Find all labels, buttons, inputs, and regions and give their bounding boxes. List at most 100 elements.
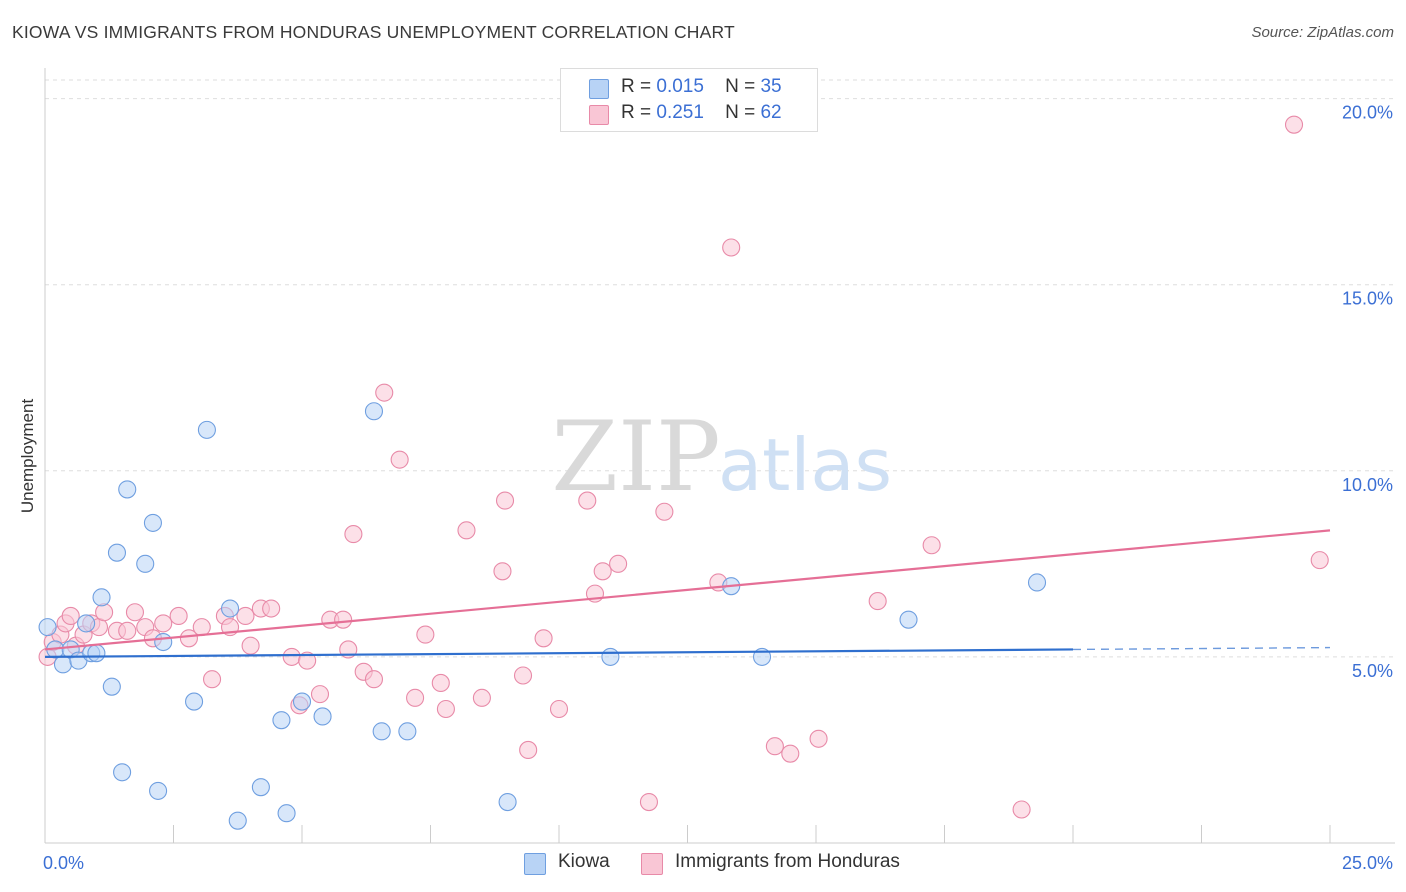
kiowa-n-value: 35 — [760, 76, 782, 97]
honduras-point — [609, 554, 628, 573]
honduras-point — [534, 629, 553, 648]
watermark-zip: ZIP — [551, 401, 720, 513]
kiowa-point — [251, 778, 270, 797]
honduras-point — [1012, 800, 1031, 819]
honduras-legend-swatch — [641, 853, 663, 875]
axis-layer — [44, 68, 1395, 844]
source-label: Source: ZipAtlas.com — [1251, 24, 1394, 41]
kiowa-point — [498, 793, 517, 812]
honduras-point — [118, 621, 137, 640]
honduras-trend-line — [44, 529, 1331, 651]
honduras-point — [154, 614, 173, 633]
honduras-point — [390, 450, 409, 469]
watermark-atlas: atlas — [718, 423, 892, 507]
kiowa-point — [185, 692, 204, 711]
kiowa-swatch — [589, 79, 609, 99]
kiowa-point — [102, 677, 121, 696]
kiowa-point — [149, 781, 168, 800]
kiowa-point — [113, 763, 132, 782]
honduras-point — [519, 740, 538, 760]
honduras-point — [236, 606, 255, 626]
watermark: ZIP atlas — [551, 401, 892, 513]
kiowa-point — [92, 588, 111, 607]
correlation-legend: R = 0.015 N = 35 R = 0.251 N = 62 — [560, 68, 818, 132]
kiowa-r-value: 0.015 — [656, 76, 704, 97]
kiowa-point — [313, 707, 332, 726]
chart-title: KIOWA VS IMMIGRANTS FROM HONDURAS UNEMPL… — [12, 22, 735, 42]
y-tick-label: 5.0% — [1352, 661, 1393, 681]
kiowa-point — [228, 811, 247, 830]
honduras-point — [495, 491, 515, 510]
kiowa-point — [398, 722, 417, 741]
honduras-point — [262, 599, 281, 618]
kiowa-point — [292, 692, 312, 711]
honduras-point — [765, 737, 784, 756]
kiowa-point — [143, 513, 162, 532]
grid-layer — [45, 79, 1395, 658]
honduras-point — [493, 562, 512, 581]
kiowa-point — [38, 618, 57, 637]
honduras-point — [364, 670, 384, 689]
kiowa-point — [87, 644, 106, 663]
y-tick-label: 15.0% — [1342, 289, 1393, 309]
honduras-point — [416, 625, 435, 644]
x-tick-label: 25.0% — [1342, 853, 1393, 873]
honduras-point — [310, 685, 330, 704]
honduras-point — [179, 629, 198, 648]
kiowa-point — [77, 614, 96, 633]
honduras-r-label: R = — [621, 102, 652, 123]
honduras-point — [125, 603, 144, 622]
honduras-point — [169, 606, 188, 626]
honduras-point — [781, 744, 800, 763]
honduras-point — [431, 673, 450, 693]
kiowa-trend-extension — [1072, 646, 1331, 651]
honduras-point — [457, 521, 476, 540]
kiowa-trend-line — [44, 648, 1074, 659]
honduras-point — [406, 688, 425, 707]
honduras-point — [1284, 115, 1304, 134]
x-tick-label: 0.0% — [43, 853, 84, 873]
kiowa-point — [899, 610, 918, 629]
kiowa-point — [136, 554, 155, 573]
honduras-point — [241, 636, 260, 655]
kiowa-legend-swatch — [524, 853, 546, 875]
y-tick-label: 10.0% — [1342, 475, 1393, 495]
honduras-point — [192, 618, 211, 637]
kiowa-point — [372, 722, 391, 741]
kiowa-point — [220, 599, 240, 618]
honduras-point — [578, 491, 597, 510]
honduras-point — [549, 699, 569, 719]
kiowa-r-label: R = — [621, 76, 652, 97]
honduras-point — [639, 793, 659, 812]
honduras-point — [1310, 551, 1329, 570]
kiowa-n-label: N = — [725, 76, 756, 97]
series-kiowa-points — [38, 402, 1047, 830]
trend-lines — [44, 529, 1331, 659]
honduras-point — [722, 238, 741, 257]
honduras-point — [298, 651, 317, 670]
honduras-point — [922, 536, 941, 555]
honduras-point — [61, 606, 80, 626]
honduras-point — [203, 670, 222, 689]
honduras-point — [334, 610, 353, 629]
y-axis-label: Unemployment — [18, 398, 37, 514]
honduras-point — [95, 603, 114, 622]
kiowa-point — [107, 543, 127, 562]
kiowa-point — [118, 480, 137, 499]
kiowa-point — [1027, 573, 1047, 592]
honduras-point — [655, 502, 674, 521]
kiowa-point — [197, 420, 216, 439]
kiowa-point — [53, 655, 73, 674]
kiowa-point — [601, 647, 620, 666]
y-tick-label: 20.0% — [1342, 103, 1393, 123]
kiowa-legend-label: Kiowa — [558, 851, 610, 872]
honduras-n-label: N = — [725, 102, 756, 123]
honduras-point — [436, 699, 455, 719]
honduras-point — [809, 729, 828, 748]
honduras-point — [282, 647, 301, 666]
tick-labels: 5.0% 10.0% 15.0% 20.0% 0.0% 25.0% — [43, 103, 1393, 873]
honduras-r-value: 0.251 — [656, 102, 704, 123]
kiowa-point — [272, 711, 291, 730]
honduras-point — [344, 525, 363, 544]
